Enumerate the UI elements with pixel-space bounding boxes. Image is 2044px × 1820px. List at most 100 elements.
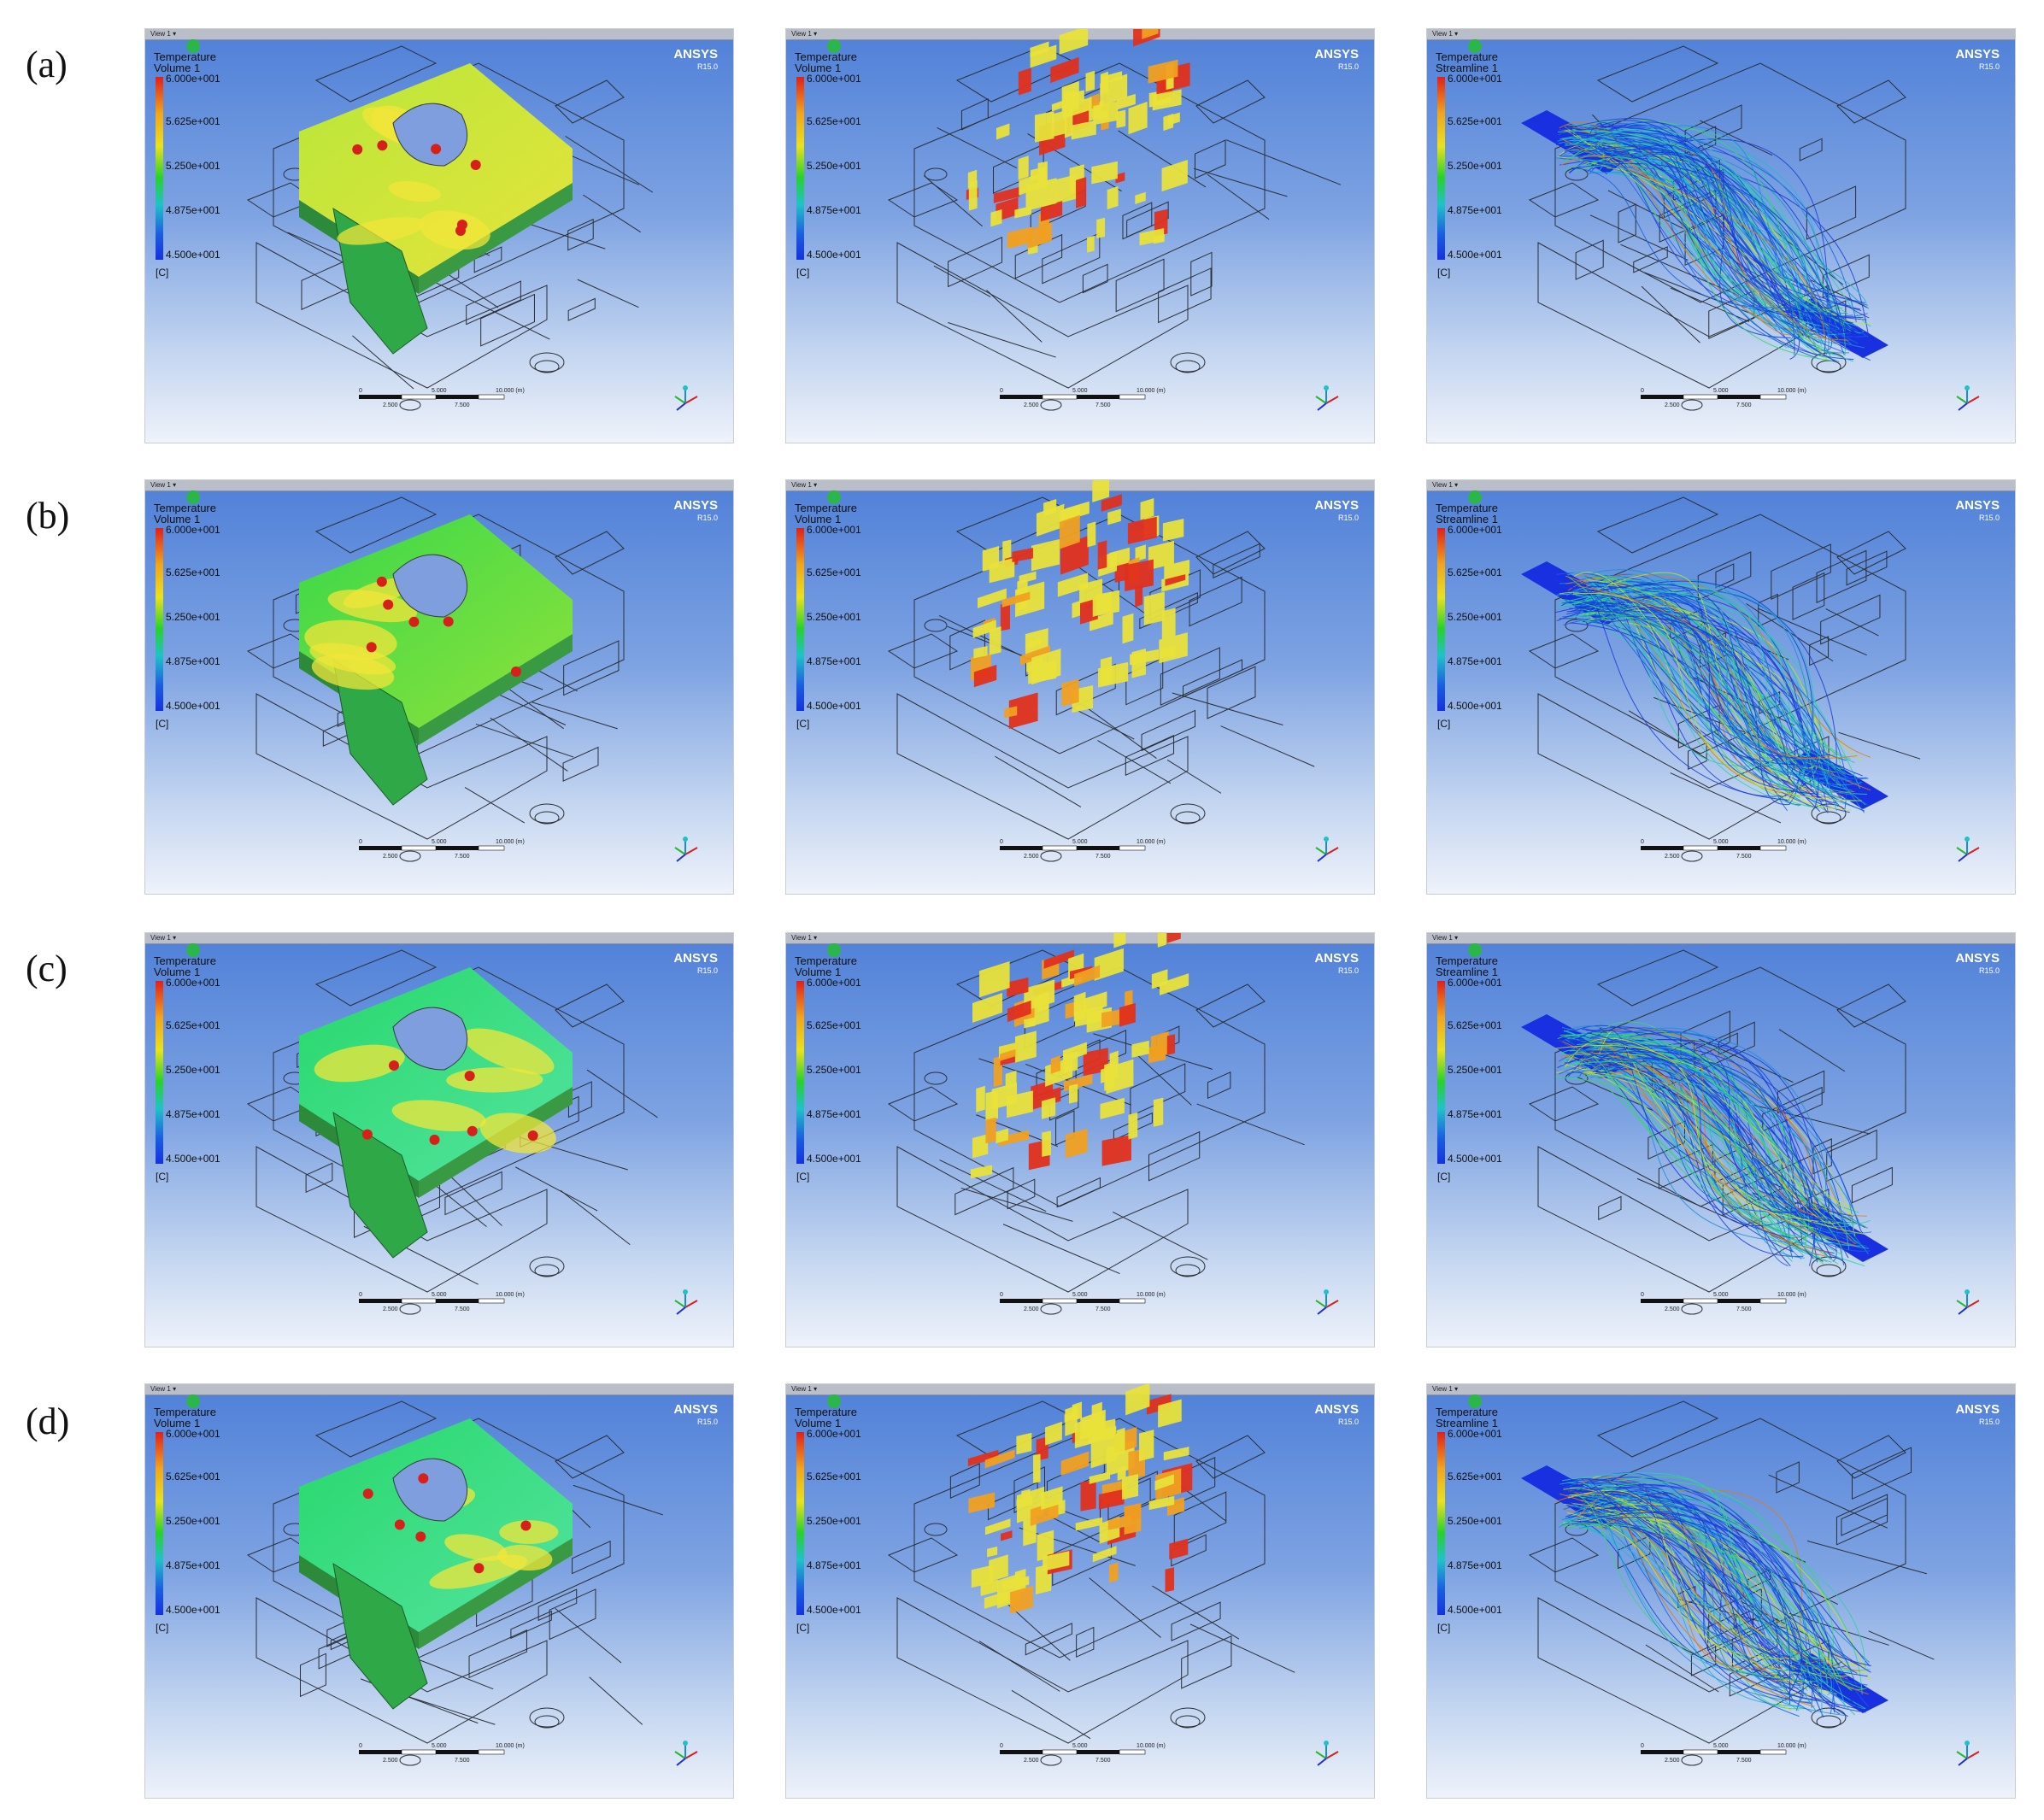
heat-source-marker [366, 642, 377, 653]
scale-label: 7.500 [1736, 402, 1752, 408]
viewport-tab-label[interactable]: View 1 ▾ [791, 481, 818, 489]
3d-scene[interactable]: 0 5.000 10.000 (m) 2.500 7.500 [1427, 480, 2015, 894]
cfd-viewport-panel[interactable]: View 1 ▾ 0 5.000 10.000 (m) 2.500 7.500 Temper… [1427, 933, 2015, 1347]
scale-label: 10.000 (m) [1777, 1743, 1806, 1749]
scale-label: 0 [359, 388, 362, 394]
viewport-tab-bar[interactable]: View 1 ▾ [786, 1384, 1374, 1395]
viewport-tab-bar[interactable]: View 1 ▾ [1427, 1384, 2015, 1395]
cfd-viewport-panel[interactable]: View 1 ▾ 0 5.000 10.000 (m) 2.500 7.500 Temper… [145, 933, 733, 1347]
3d-scene[interactable]: 0 5.000 10.000 (m) 2.500 7.500 [145, 480, 733, 894]
legend-unit: [C] [156, 267, 169, 279]
legend-object-name: Volume 1 [154, 1417, 201, 1430]
legend-object-name: Streamline 1 [1436, 1417, 1498, 1430]
legend-title: Temperature Volume 1 [154, 50, 216, 74]
viewport-tab-label[interactable]: View 1 ▾ [150, 30, 177, 38]
legend-tick-label: 4.500e+001 [807, 1604, 861, 1616]
3d-scene[interactable]: 0 5.000 10.000 (m) 2.500 7.500 [786, 933, 1374, 1347]
viewport-tab-bar[interactable]: View 1 ▾ [145, 480, 733, 491]
cfd-viewport-panel[interactable]: View 1 ▾ 0 5.000 10.000 (m) 2.500 7.500 Temper… [786, 1384, 1374, 1798]
viewport-tab-label[interactable]: View 1 ▾ [791, 1385, 818, 1393]
legend-unit: [C] [1437, 718, 1451, 730]
legend-tick-label: 5.250e+001 [1448, 611, 1502, 623]
cfd-viewport-panel[interactable]: View 1 ▾ 0 5.000 10.000 (m) 2.500 7.500 Temper… [145, 1384, 733, 1798]
ansys-logo: ANSYS R15.0 [673, 499, 718, 525]
scale-label: 5.000 [1072, 839, 1088, 845]
viewport-tab-label[interactable]: View 1 ▾ [791, 934, 818, 942]
3d-scene[interactable]: 0 5.000 10.000 (m) 2.500 7.500 [786, 1384, 1374, 1798]
heat-source-marker [376, 576, 387, 587]
viewport-tab-bar[interactable]: View 1 ▾ [1427, 29, 2015, 40]
heat-source-marker [455, 225, 466, 236]
3d-scene[interactable]: 0 5.000 10.000 (m) 2.500 7.500 [1427, 933, 2015, 1347]
scale-label: 2.500 [1665, 402, 1680, 408]
viewport-tab-label[interactable]: View 1 ▾ [150, 1385, 177, 1393]
legend-title: Temperature Volume 1 [154, 1406, 216, 1430]
3d-scene[interactable]: 0 5.000 10.000 (m) 2.500 7.500 [145, 933, 733, 1347]
legend-tick-label: 5.250e+001 [1448, 160, 1502, 172]
viewport-tab-bar[interactable]: View 1 ▾ [786, 933, 1374, 944]
3d-scene[interactable]: 0 5.000 10.000 (m) 2.500 7.500 [786, 29, 1374, 443]
wireframe-geometry [887, 45, 1342, 411]
legend-title: Temperature Streamline 1 [1436, 954, 1498, 978]
3d-scene[interactable]: 0 5.000 10.000 (m) 2.500 7.500 [145, 29, 733, 443]
cfd-viewport-panel[interactable]: View 1 ▾ 0 5.000 10.000 (m) 2.500 7.500 Temper… [145, 29, 733, 443]
row-label: (a) [26, 44, 68, 85]
viewport-tab-label[interactable]: View 1 ▾ [791, 30, 818, 38]
ansys-version: R15.0 [1978, 1418, 2000, 1426]
scale-label: 5.000 [1072, 388, 1088, 394]
3d-scene[interactable]: 0 5.000 10.000 (m) 2.500 7.500 [1427, 29, 2015, 443]
viewport-tab-bar[interactable]: View 1 ▾ [1427, 933, 2015, 944]
scale-label: 5.000 [432, 839, 447, 845]
legend-tick-label: 6.000e+001 [807, 1428, 861, 1440]
cfd-viewport-panel[interactable]: View 1 ▾ 0 5.000 10.000 (m) 2.500 7.500 Temper… [145, 480, 733, 894]
viewport-tab-label[interactable]: View 1 ▾ [150, 481, 177, 489]
viewport-tab-bar[interactable]: View 1 ▾ [145, 29, 733, 40]
viewport-tab-bar[interactable]: View 1 ▾ [145, 1384, 733, 1395]
legend-object-name: Volume 1 [154, 62, 201, 74]
viewport-tab-bar[interactable]: View 1 ▾ [145, 933, 733, 944]
cfd-viewport-panel[interactable]: View 1 ▾ 0 5.000 10.000 (m) 2.500 7.500 Temper… [786, 933, 1374, 1347]
cfd-viewport-panel[interactable]: View 1 ▾ 0 5.000 10.000 (m) 2.500 7.500 Temper… [786, 480, 1374, 894]
3d-scene[interactable]: 0 5.000 10.000 (m) 2.500 7.500 [145, 1384, 733, 1798]
scale-bar: 0 5.000 10.000 (m) 2.500 7.500 [1641, 388, 1806, 408]
scale-label: 7.500 [455, 854, 470, 860]
cfd-viewport-panel[interactable]: View 1 ▾ 0 5.000 10.000 (m) 2.500 7.500 Temper… [786, 29, 1374, 443]
legend-tick-label: 4.875e+001 [166, 204, 220, 216]
color-legend-bar [1437, 1432, 1445, 1615]
scale-bar: 0 5.000 10.000 (m) 2.500 7.500 [359, 839, 525, 860]
viewport-tab-label[interactable]: View 1 ▾ [1432, 934, 1459, 942]
legend-tick-label: 5.625e+001 [807, 567, 861, 578]
heat-source-marker [467, 1125, 478, 1136]
cfd-viewport-panel[interactable]: View 1 ▾ 0 5.000 10.000 (m) 2.500 7.500 Temper… [1427, 1384, 2015, 1798]
viewport-tab-label[interactable]: View 1 ▾ [1432, 30, 1459, 38]
viewport-tab-bar[interactable]: View 1 ▾ [1427, 480, 2015, 491]
ansys-logo: ANSYS R15.0 [1955, 48, 2000, 73]
scale-bar: 0 5.000 10.000 (m) 2.500 7.500 [1000, 388, 1166, 408]
corner-indicator [186, 1394, 200, 1408]
legend-tick-label: 6.000e+001 [1448, 73, 1502, 85]
legend-tick-label: 6.000e+001 [1448, 524, 1502, 536]
viewport-tab-bar[interactable]: View 1 ▾ [786, 480, 1374, 491]
viewport-tab-label[interactable]: View 1 ▾ [150, 934, 177, 942]
corner-indicator [186, 490, 200, 504]
cfd-viewport-panel[interactable]: View 1 ▾ 0 5.000 10.000 (m) 2.500 7.500 Temper… [1427, 29, 2015, 443]
ansys-logo: ANSYS R15.0 [673, 48, 718, 73]
scale-label: 5.000 [432, 388, 447, 394]
3d-scene[interactable]: 0 5.000 10.000 (m) 2.500 7.500 [1427, 1384, 2015, 1798]
scale-label: 7.500 [1736, 1758, 1752, 1764]
legend-tick-label: 4.500e+001 [166, 1153, 220, 1165]
axis-triad-icon [1956, 837, 1980, 862]
ansys-logo: ANSYS R15.0 [673, 952, 718, 978]
legend-tick-label: 6.000e+001 [166, 73, 220, 85]
cfd-viewport-panel[interactable]: View 1 ▾ 0 5.000 10.000 (m) 2.500 7.500 Temper… [1427, 480, 2015, 894]
3d-scene[interactable]: 0 5.000 10.000 (m) 2.500 7.500 [786, 480, 1374, 894]
scale-bar: 0 5.000 10.000 (m) 2.500 7.500 [1000, 1743, 1166, 1764]
legend-tick-label: 4.875e+001 [807, 1559, 861, 1571]
legend-object-name: Volume 1 [795, 513, 842, 525]
viewport-tab-label[interactable]: View 1 ▾ [1432, 1385, 1459, 1393]
ansys-version: R15.0 [1337, 514, 1359, 522]
corner-indicator [827, 490, 841, 504]
viewport-tab-label[interactable]: View 1 ▾ [1432, 481, 1459, 489]
legend-tick-label: 5.625e+001 [166, 115, 220, 127]
legend-tick-label: 5.250e+001 [807, 1064, 861, 1076]
